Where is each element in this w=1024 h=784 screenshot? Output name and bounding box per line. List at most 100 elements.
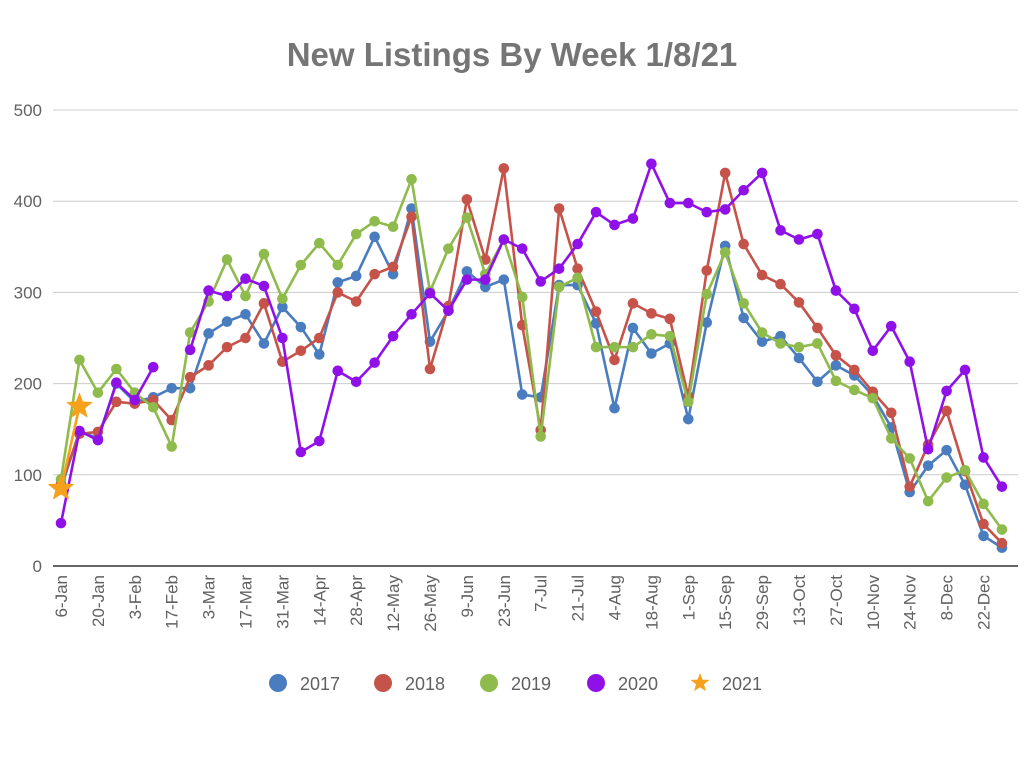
data-point: [166, 382, 177, 394]
data-point: [941, 405, 952, 417]
data-point: [147, 394, 159, 406]
data-point: [461, 274, 473, 285]
data-point: [74, 354, 85, 366]
y-tick-label: 100: [14, 466, 42, 485]
data-point: [572, 263, 583, 274]
data-point: [719, 167, 731, 179]
x-tick-label: 15-Sep: [716, 575, 735, 630]
data-point: [572, 272, 583, 284]
y-axis-ticks: 0 100 200 300 400 500: [14, 101, 42, 576]
data-point: [258, 248, 270, 260]
series-line: [59, 178, 1004, 531]
data-point: [738, 298, 749, 309]
data-point: [830, 350, 842, 361]
x-tick-label: 17-Mar: [237, 575, 256, 629]
y-tick-label: 500: [14, 101, 42, 120]
data-point: [996, 524, 1008, 535]
series-line: [59, 167, 1003, 545]
legend-star-icon: [690, 673, 710, 692]
data-point: [922, 443, 934, 455]
data-point: [646, 348, 657, 359]
y-tick-label: 0: [33, 557, 42, 576]
x-tick-label: 17-Feb: [163, 575, 182, 629]
series-2020: [55, 158, 1008, 529]
x-tick-label: 6-Jan: [52, 575, 71, 618]
x-tick-label: 13-Oct: [790, 575, 809, 626]
data-point: [277, 301, 288, 313]
data-point: [978, 530, 989, 542]
y-tick-label: 400: [14, 192, 42, 211]
y-tick-label: 200: [14, 375, 42, 394]
data-point: [830, 285, 842, 296]
data-point: [535, 431, 546, 442]
data-point: [516, 291, 528, 303]
data-point: [978, 518, 989, 530]
data-point: [350, 270, 362, 282]
data-point: [701, 265, 713, 276]
data-point: [793, 352, 805, 364]
x-tick-label: 18-Aug: [642, 575, 661, 630]
x-tick-label: 1-Sep: [679, 575, 698, 620]
data-point: [240, 273, 251, 285]
data-point: [240, 308, 251, 320]
data-point: [775, 278, 786, 290]
data-point: [406, 203, 417, 214]
data-point: [627, 298, 639, 309]
data-point: [295, 345, 307, 357]
data-point: [646, 329, 657, 340]
data-point: [775, 225, 786, 236]
data-point: [738, 312, 749, 324]
series-line: [59, 207, 1003, 549]
data-point: [369, 268, 380, 280]
data-point: [941, 472, 952, 483]
data-point: [664, 330, 676, 342]
legend-marker: [269, 674, 287, 692]
data-point: [812, 228, 823, 240]
data-point: [443, 305, 454, 316]
data-point: [461, 212, 473, 223]
legend-label: 2019: [511, 674, 551, 694]
data-point: [646, 308, 657, 319]
data-point: [480, 281, 491, 293]
series-2019: [55, 174, 1008, 535]
data-point: [775, 330, 786, 342]
data-point: [683, 396, 694, 408]
data-point: [332, 259, 344, 271]
series-group: [47, 158, 1008, 554]
data-point: [55, 517, 67, 529]
data-point: [590, 206, 602, 218]
data-point: [627, 341, 639, 353]
data-point: [756, 336, 768, 347]
data-point: [793, 297, 805, 308]
data-point: [314, 332, 325, 344]
data-point: [867, 345, 879, 357]
data-point: [701, 288, 713, 300]
data-point: [129, 394, 141, 406]
data-point: [424, 363, 436, 375]
data-point: [221, 341, 233, 353]
data-point: [664, 197, 676, 209]
data-point: [387, 261, 399, 273]
data-point: [756, 269, 768, 281]
data-point: [812, 376, 823, 388]
data-point: [830, 360, 842, 371]
data-point: [295, 321, 307, 333]
data-point: [277, 332, 288, 344]
data-point-star: [47, 474, 75, 500]
data-point: [314, 435, 325, 447]
data-point: [812, 322, 823, 334]
data-point: [922, 460, 934, 471]
data-point: [609, 354, 620, 366]
data-point: [369, 215, 380, 227]
data-point: [590, 341, 602, 353]
x-axis-ticks: 6-Jan 20-Jan 3-Feb 17-Feb 3-Mar 17-Mar 31-Mar 1…: [52, 575, 994, 632]
data-point: [111, 377, 122, 388]
data-point: [535, 276, 546, 287]
data-point: [277, 293, 288, 305]
data-point: [922, 495, 934, 507]
legend-item-2019: 2019: [480, 674, 551, 694]
data-point: [683, 197, 694, 209]
data-point: [147, 361, 159, 373]
x-tick-label: 31-Mar: [273, 575, 292, 629]
